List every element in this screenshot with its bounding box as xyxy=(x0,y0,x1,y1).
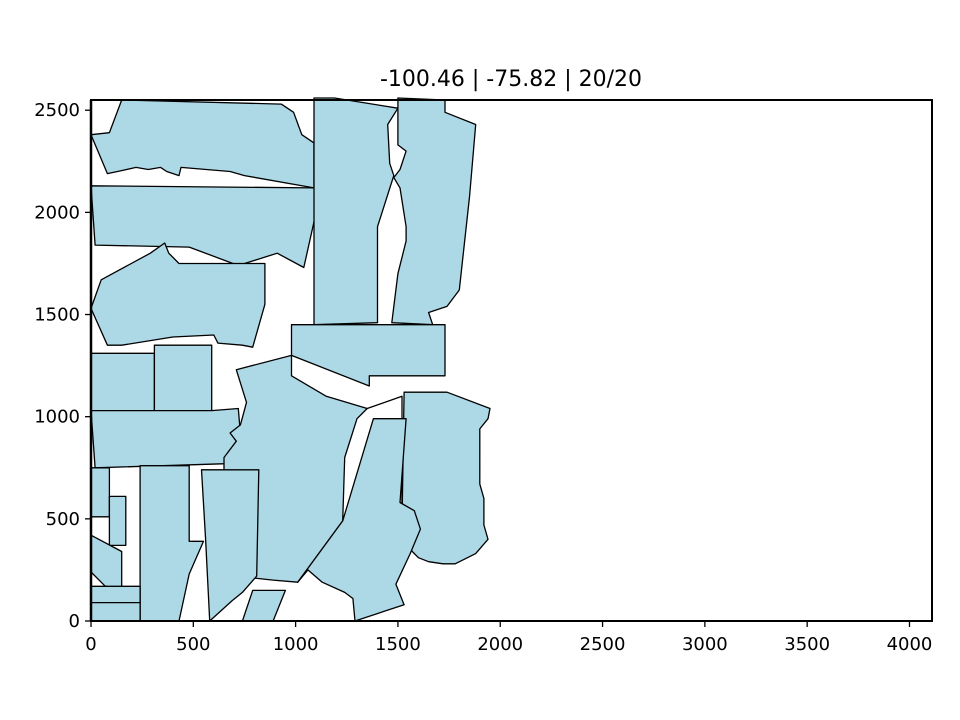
polygon-12 xyxy=(297,418,422,622)
polygon-6 xyxy=(290,324,446,387)
x-tick-label: 500 xyxy=(176,634,210,655)
polygon-13 xyxy=(90,467,111,518)
polygon-5 xyxy=(391,97,477,326)
x-tick-label: 4000 xyxy=(887,634,933,655)
x-tick-label: 2500 xyxy=(580,634,626,655)
y-tick-label: 2000 xyxy=(34,202,80,223)
x-tick-label: 1000 xyxy=(273,634,319,655)
x-tick-label: 2000 xyxy=(477,634,523,655)
y-tick-label: 1500 xyxy=(34,305,80,326)
polygon-1 xyxy=(90,99,315,189)
plot-frame xyxy=(90,99,933,622)
x-axis: 0 500 1000 1500 2000 2500 3000 3500 4000 xyxy=(85,621,932,655)
polygon-4 xyxy=(313,97,399,326)
polygon-17 xyxy=(200,469,260,622)
polygon-16 xyxy=(139,465,205,622)
x-tick-label: 3500 xyxy=(784,634,830,655)
polygon-7 xyxy=(90,352,156,412)
y-axis: 0 500 1000 1500 2000 2500 xyxy=(34,100,91,632)
y-tick-label: 0 xyxy=(69,611,80,632)
chart-title: -100.46 | -75.82 | 20/20 xyxy=(380,67,642,92)
y-tick-label: 1000 xyxy=(34,407,80,428)
polygon-8 xyxy=(153,344,213,412)
polygon-20 xyxy=(241,589,287,622)
polygon-3 xyxy=(90,242,266,348)
polygon-18 xyxy=(90,585,141,604)
y-tick-label: 2500 xyxy=(34,100,80,121)
polygon-14 xyxy=(108,495,127,547)
polygon-pieces xyxy=(90,97,491,622)
x-tick-label: 0 xyxy=(85,634,96,655)
x-tick-label: 1500 xyxy=(375,634,421,655)
polygon-19 xyxy=(90,601,141,622)
polygon-9 xyxy=(90,407,244,469)
polygon-2 xyxy=(90,185,317,269)
x-tick-label: 3000 xyxy=(682,634,728,655)
y-tick-label: 500 xyxy=(46,509,80,530)
